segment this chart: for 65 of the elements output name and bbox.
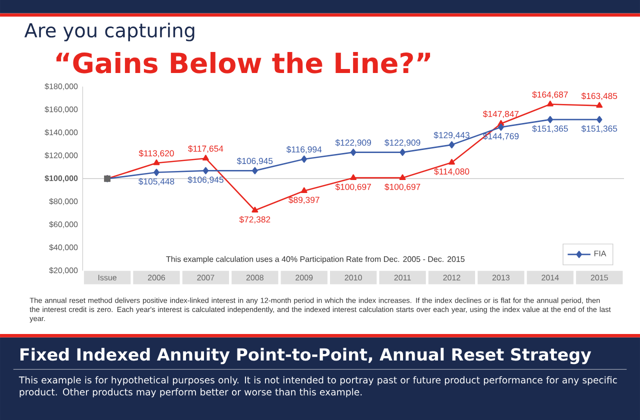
point [202,167,209,174]
x-tick-label: Issue [98,274,116,280]
point [448,158,455,165]
data-label: $163,485 [581,92,618,100]
y-tick-label: $40,000 [49,244,78,252]
y-tick-label: $180,000 [44,83,78,90]
x-tick-label: 2008 [246,274,264,280]
annotation: This example calculation uses a 40% Participation Rate from Dec. 2005 - Dec. 2015 [166,256,465,264]
x-tick-label: 2011 [394,274,411,280]
data-label: $114,080 [434,168,470,176]
y-tick-label: $120,000 [44,152,78,160]
data-label: $106,945 [188,176,224,184]
text: Fixed Indexed Annuity Point-to-Point, Annual Reset Strategy [20,348,592,364]
text: This example is for hypothetical purposes only. It is not intended to portray past or future product performance for any specific product. Other products may perform better or worse than this example. [18,376,617,398]
legend-label: FIA [594,250,606,256]
data-label: $122,909 [335,139,371,147]
data-label: $147,847 [482,110,519,118]
data-label: $116,994 [286,146,322,154]
y-tick-label: $60,000 [49,221,78,228]
y-tick-label: $140,000 [44,129,78,136]
data-label: $100,697 [384,183,420,191]
point [498,124,504,131]
x-tick-label: 2012 [443,274,460,280]
point [596,116,602,124]
point [400,148,406,156]
x-tick-label: 2014 [542,274,559,280]
point [202,154,209,160]
y-tick-label: $80,000 [49,198,78,206]
data-label: $89,397 [288,196,320,204]
point [546,100,554,106]
point [252,167,258,174]
point [154,168,160,176]
data-label: $164,687 [532,91,568,99]
x-tick-label: 2007 [197,274,214,280]
point [153,159,160,166]
y-tick-label: $100,000 [44,175,78,182]
point [399,174,406,180]
data-label: $117,654 [188,145,224,153]
x-tick-label: 2010 [344,274,362,280]
point [448,141,455,148]
chart-title: Are you capturing [24,22,194,42]
point [350,174,357,180]
y-tick-label: $160,000 [44,106,78,114]
x-tick-label: 2009 [296,274,313,280]
data-label: $113,620 [138,150,174,158]
data-label: $151,365 [532,125,568,133]
data-label: $129,443 [434,132,470,140]
data-label: $151,365 [581,125,618,133]
point [350,148,356,156]
chart-subtitle: “Gains Below the Line?” [56,52,430,74]
data-label: $105,448 [138,178,174,186]
x-tick-label: 2006 [148,274,166,280]
data-label: $72,382 [239,216,270,224]
x-tick-label: 2015 [590,274,608,280]
y-tick-label: $20,000 [49,267,78,274]
point [300,187,308,193]
data-label: $122,909 [384,139,420,147]
point [547,116,554,124]
data-label: $144,769 [482,132,519,140]
point [301,156,307,163]
point [252,206,258,213]
x-tick-label: 2013 [492,274,510,280]
point [596,102,603,108]
data-label: $106,945 [236,158,273,166]
data-label: $100,697 [335,183,371,191]
